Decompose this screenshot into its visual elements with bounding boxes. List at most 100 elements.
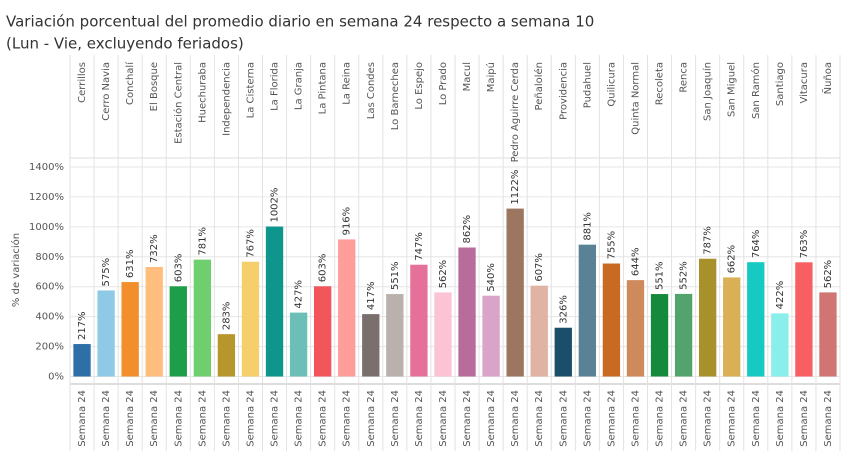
data-label: 575%	[101, 258, 112, 287]
subcategory-label: Semana 24	[245, 390, 256, 447]
bar	[289, 312, 308, 377]
bar	[650, 294, 669, 377]
y-tick-label: 200%	[35, 342, 64, 353]
chart-title: Variación porcentual del promedio diario…	[6, 13, 594, 31]
column-header: Renca	[679, 62, 690, 93]
data-label: 1122%	[510, 170, 521, 205]
subcategory-label: Semana 24	[390, 390, 401, 447]
bar	[362, 314, 380, 377]
subcategory-label: Semana 24	[679, 390, 690, 447]
bar	[602, 263, 621, 377]
data-label: 881%	[582, 212, 593, 241]
data-label: 551%	[390, 261, 401, 290]
bar	[169, 286, 187, 377]
subcategory-label: Semana 24	[558, 390, 569, 447]
data-label: 644%	[630, 248, 641, 277]
bar	[554, 327, 572, 377]
subcategory-label: Semana 24	[197, 390, 208, 447]
data-label: 662%	[727, 245, 738, 274]
column-header: La Florida	[270, 62, 281, 111]
data-label: 427%	[294, 280, 305, 309]
y-tick-label: 1400%	[29, 162, 64, 173]
column-header: Lo Prado	[438, 62, 449, 105]
data-label: 631%	[125, 249, 136, 278]
subcategory-label: Semana 24	[823, 390, 834, 447]
y-tick-label: 0%	[48, 372, 64, 383]
bar	[819, 292, 837, 377]
subcategory-label: Semana 24	[173, 390, 184, 447]
column-header: Vitacura	[799, 62, 810, 104]
column-header: Cerrillos	[77, 62, 88, 103]
subcategory-label: Semana 24	[294, 390, 305, 447]
bar	[674, 293, 693, 377]
subcategory-label: Semana 24	[77, 390, 88, 447]
bar	[265, 226, 284, 377]
data-label: 862%	[462, 215, 473, 244]
subcategory-label: Semana 24	[438, 390, 449, 447]
data-label: 763%	[799, 230, 810, 259]
subcategory-label: Semana 24	[799, 390, 810, 447]
bar	[73, 344, 91, 377]
column-header: Huechuraba	[197, 62, 208, 123]
bar	[698, 258, 717, 377]
subcategory-label: Semana 24	[775, 390, 786, 447]
bar	[723, 277, 741, 377]
bar	[626, 280, 645, 377]
y-tick-label: 400%	[35, 312, 64, 323]
bar	[458, 247, 476, 377]
column-header: Independencia	[221, 62, 232, 136]
bar	[386, 294, 404, 377]
subcategory-label: Semana 24	[101, 390, 112, 447]
column-header: Macul	[462, 62, 473, 91]
data-label: 607%	[534, 253, 545, 282]
subcategory-label: Semana 24	[534, 390, 545, 447]
data-label: 916%	[342, 207, 353, 236]
bar	[410, 264, 428, 377]
subcategory-label: Semana 24	[630, 390, 641, 447]
column-header: Peñalolén	[533, 62, 545, 110]
bar	[434, 292, 452, 377]
data-label: 552%	[679, 261, 690, 290]
data-label: 747%	[414, 232, 425, 261]
subcategory-label: Semana 24	[414, 390, 425, 447]
data-label: 764%	[751, 230, 762, 259]
bar	[482, 295, 500, 377]
subcategory-label: Semana 24	[510, 390, 521, 447]
y-tick-label: 600%	[35, 282, 64, 293]
data-label: 326%	[558, 295, 569, 324]
column-header: Conchalí	[124, 61, 136, 105]
column-header: Pudahuel	[582, 62, 593, 108]
column-header: Estación Central	[172, 62, 184, 144]
data-label: 767%	[245, 229, 256, 258]
subcategory-label: Semana 24	[342, 390, 353, 447]
subcategory-label: Semana 24	[582, 390, 593, 447]
y-tick-label: 1200%	[29, 192, 64, 203]
y-tick-label: 1000%	[29, 222, 64, 233]
subcategory-label: Semana 24	[727, 390, 738, 447]
bar	[530, 285, 548, 377]
bar	[578, 244, 597, 377]
data-label: 422%	[775, 281, 786, 310]
data-label: 540%	[486, 263, 497, 292]
column-header: San Ramón	[750, 62, 762, 119]
column-header: San Miguel	[727, 62, 738, 117]
subcategory-label: Semana 24	[606, 390, 617, 447]
column-header: Quinta Normal	[630, 62, 641, 135]
subcategory-label: Semana 24	[366, 390, 377, 447]
column-header: El Bosque	[149, 62, 160, 111]
column-header: Quilicura	[606, 62, 617, 107]
data-label: 787%	[703, 226, 714, 255]
subcategory-label: Semana 24	[703, 390, 714, 447]
column-header: Recoleta	[655, 62, 666, 105]
subcategory-label: Semana 24	[318, 390, 329, 447]
subcategory-label: Semana 24	[462, 390, 473, 447]
y-tick-label: 800%	[35, 252, 64, 263]
column-header: Providencia	[558, 62, 569, 120]
bar	[338, 239, 356, 377]
data-label: 603%	[318, 254, 329, 283]
bar	[771, 313, 789, 377]
data-label: 732%	[149, 234, 160, 263]
subcategory-label: Semana 24	[221, 390, 232, 447]
column-header: Las Condes	[366, 62, 377, 119]
column-header: La Granja	[294, 62, 305, 110]
